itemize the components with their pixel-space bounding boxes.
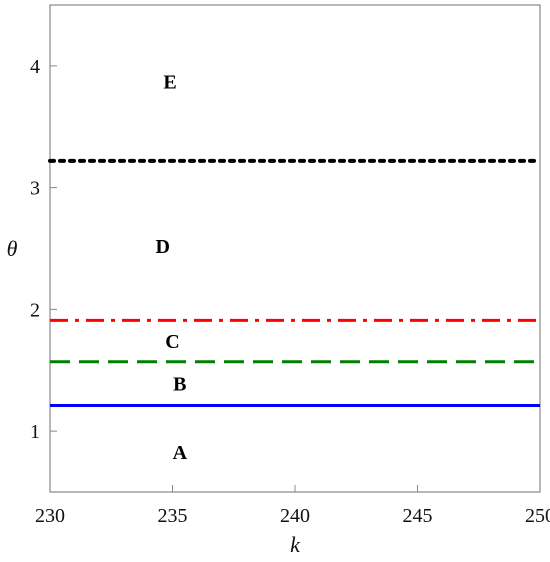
region-label-e: E <box>163 72 176 94</box>
x-axis-label: k <box>290 532 301 557</box>
x-tick-label: 230 <box>35 505 65 527</box>
plot-frame <box>49 4 541 493</box>
x-tick-label: 250 <box>525 505 550 527</box>
ticks-layer: 230 235 240 245 250 1 2 3 4 <box>30 56 550 527</box>
series-layer <box>48 158 542 408</box>
region-label-d: D <box>155 236 169 258</box>
y-tick-label: 2 <box>30 299 40 321</box>
x-tick-label: 245 <box>403 505 433 527</box>
annotation-layer: A BC D E <box>155 72 187 464</box>
region-label-b: B <box>173 374 186 396</box>
y-tick-label: 1 <box>30 421 40 443</box>
region-label-a: A <box>173 442 188 464</box>
y-axis-label: θ <box>7 236 18 261</box>
region-label-c: C <box>165 331 179 353</box>
y-tick-label: 3 <box>30 178 40 200</box>
y-tick-label: 4 <box>30 56 40 78</box>
x-tick-label: 235 <box>158 505 188 527</box>
x-tick-label: 240 <box>280 505 310 527</box>
